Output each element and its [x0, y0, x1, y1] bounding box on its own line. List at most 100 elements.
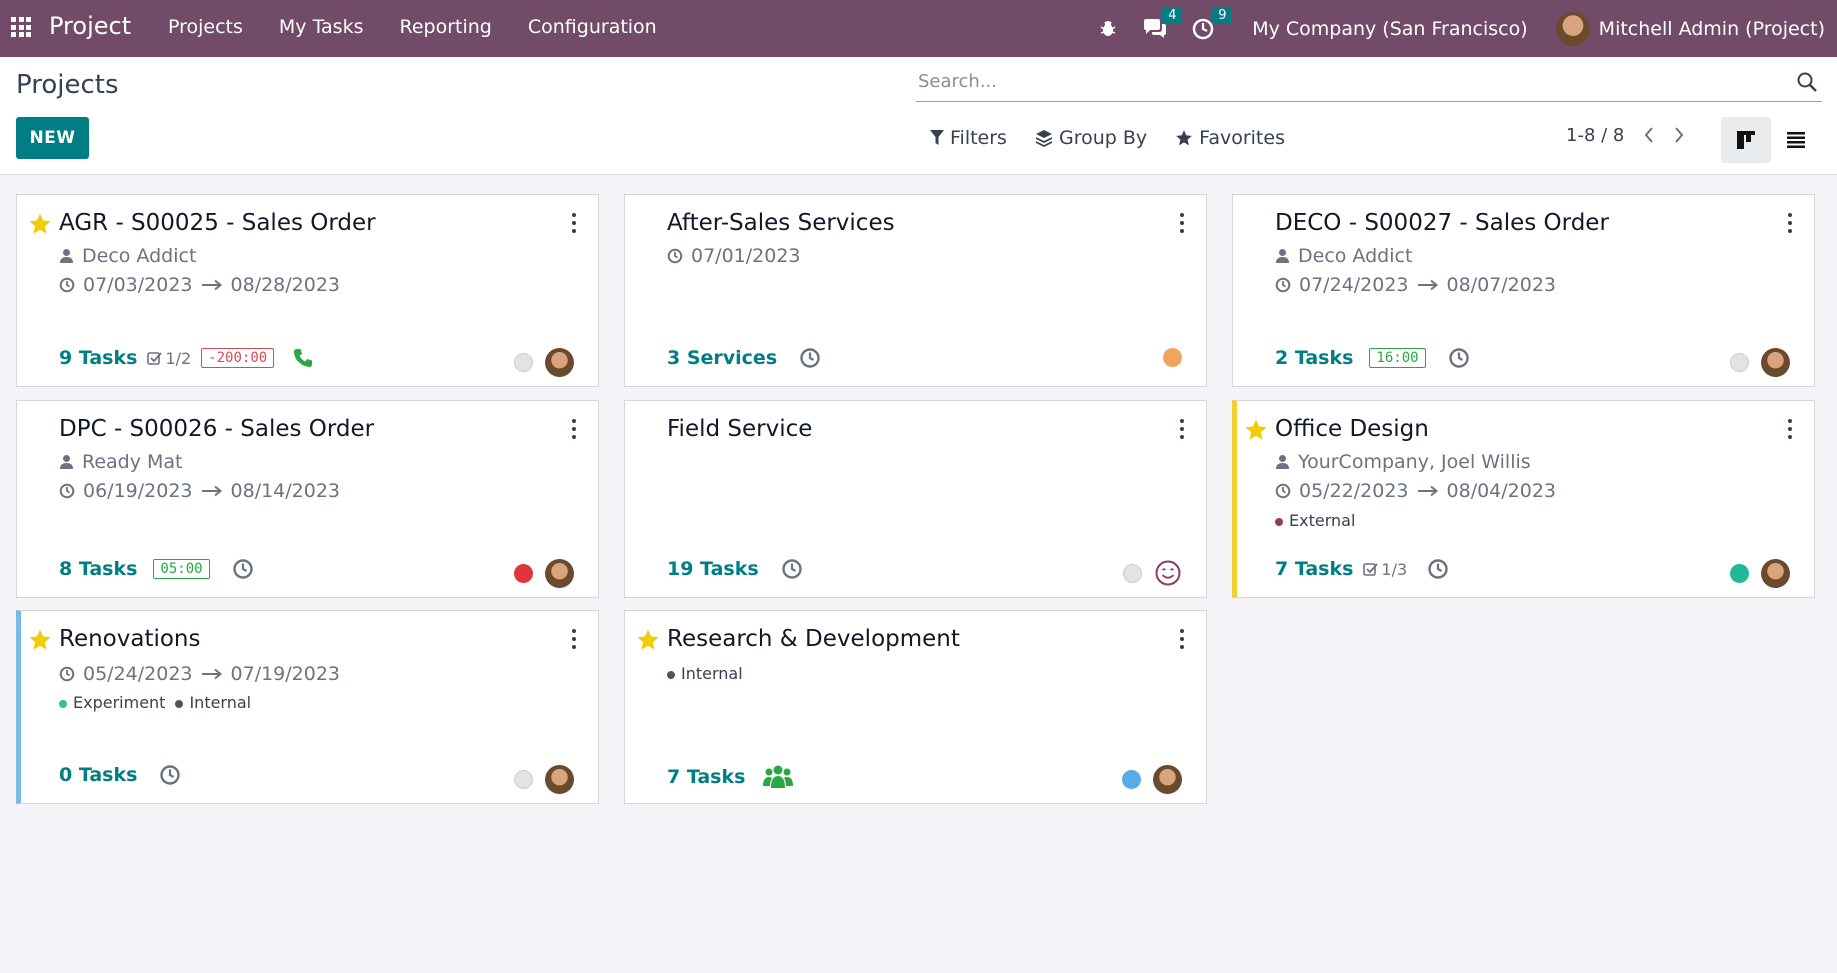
project-card[interactable]: DPC - S00026 - Sales Order Ready Mat 06/… [16, 400, 599, 598]
customer-name: Deco Addict [1298, 245, 1413, 267]
favorite-star-icon[interactable] [28, 212, 52, 236]
menu-reporting[interactable]: Reporting [399, 16, 492, 38]
tasks-link[interactable]: 8 Tasks [59, 558, 138, 580]
status-dot[interactable] [1122, 770, 1141, 789]
activity-clock-icon[interactable] [232, 558, 254, 580]
activity-clock-icon[interactable] [159, 764, 181, 786]
search-icon[interactable] [1796, 71, 1818, 93]
search-input[interactable] [916, 71, 1796, 92]
tasks-link[interactable]: 7 Tasks [667, 766, 746, 788]
manager-avatar[interactable] [1761, 348, 1790, 377]
project-card[interactable]: AGR - S00025 - Sales Order Deco Addict 0… [16, 194, 599, 387]
new-button[interactable]: NEW [16, 117, 89, 159]
filters-button[interactable]: Filters [930, 127, 1007, 149]
favorite-star-icon[interactable] [636, 628, 660, 652]
card-menu-icon[interactable] [570, 629, 578, 649]
messages-badge: 4 [1162, 6, 1183, 24]
date-end: 08/04/2023 [1446, 480, 1557, 502]
project-title: After-Sales Services [667, 210, 895, 236]
project-card[interactable]: DECO - S00027 - Sales Order Deco Addict … [1232, 194, 1815, 387]
status-dot[interactable] [1123, 563, 1142, 583]
card-status [1730, 559, 1790, 588]
status-dot[interactable] [1730, 353, 1749, 372]
activity-clock-icon[interactable] [781, 558, 803, 580]
card-menu-icon[interactable] [1786, 213, 1794, 233]
card-menu-icon[interactable] [1786, 419, 1794, 439]
menu-my-tasks[interactable]: My Tasks [278, 16, 364, 38]
status-dot[interactable] [514, 353, 533, 372]
date-end: 07/19/2023 [230, 663, 341, 685]
allocated-hours-badge: 16:00 [1369, 348, 1426, 368]
clock-icon [667, 248, 683, 264]
bug-icon[interactable] [1098, 17, 1118, 41]
tasks-link[interactable]: 9 Tasks [59, 347, 138, 369]
card-menu-icon[interactable] [1178, 419, 1186, 439]
project-card[interactable]: Research & Development Internal 7 Tasks [624, 610, 1207, 804]
project-dates: 06/19/2023 08/14/2023 [59, 480, 340, 502]
company-switcher[interactable]: My Company (San Francisco) [1252, 17, 1528, 40]
person-icon [60, 249, 73, 263]
person-icon [1276, 455, 1289, 469]
tasks-link[interactable]: 0 Tasks [59, 764, 138, 786]
milestone-count: 1/3 [1381, 559, 1408, 579]
date-end: 08/28/2023 [230, 274, 341, 296]
project-card[interactable]: Field Service 19 Tasks [624, 400, 1207, 598]
status-dot[interactable] [514, 564, 533, 583]
project-customer: Ready Mat [59, 451, 183, 473]
manager-avatar[interactable] [1761, 559, 1790, 588]
kanban-view-icon[interactable] [1721, 117, 1771, 163]
tasks-link[interactable]: 7 Tasks [1275, 558, 1354, 580]
phone-icon[interactable] [292, 347, 314, 369]
activity-clock-icon[interactable] [1427, 558, 1449, 580]
pager-value[interactable]: 1-8 / 8 [1566, 125, 1625, 146]
status-dot[interactable] [1730, 564, 1749, 583]
card-menu-icon[interactable] [1178, 629, 1186, 649]
favorite-star-icon[interactable] [28, 628, 52, 652]
app-title[interactable]: Project [49, 12, 132, 40]
activity-clock-icon[interactable] [799, 347, 821, 369]
favorites-button[interactable]: Favorites [1175, 127, 1285, 149]
arrow-right-icon [1417, 279, 1438, 291]
groupby-button[interactable]: Group By [1035, 127, 1147, 149]
manager-avatar[interactable] [545, 559, 574, 588]
status-dot[interactable] [1163, 348, 1182, 367]
favorite-star-icon[interactable] [1244, 418, 1268, 442]
activities-icon[interactable]: 9 [1192, 6, 1233, 41]
card-status [1123, 559, 1182, 587]
filters-label: Filters [950, 127, 1007, 149]
pager-next-icon[interactable] [1670, 123, 1688, 147]
card-menu-icon[interactable] [1178, 213, 1186, 233]
project-card[interactable]: After-Sales Services 07/01/2023 3 Servic… [624, 194, 1207, 387]
status-dot[interactable] [514, 770, 533, 789]
activity-clock-icon[interactable] [1448, 347, 1470, 369]
tag-internal: Internal [175, 693, 251, 712]
card-footer: 2 Tasks 16:00 [1275, 347, 1470, 369]
list-view-icon[interactable] [1771, 117, 1821, 163]
menu-configuration[interactable]: Configuration [527, 16, 657, 38]
project-card[interactable]: Renovations 05/24/2023 07/19/2023 Experi… [16, 610, 599, 804]
project-card[interactable]: Office Design YourCompany, Joel Willis 0… [1232, 400, 1815, 598]
date-end: 08/07/2023 [1446, 274, 1557, 296]
card-menu-icon[interactable] [570, 213, 578, 233]
user-avatar[interactable] [1555, 11, 1590, 46]
tasks-link[interactable]: 3 Services [667, 347, 778, 369]
manager-avatar[interactable] [545, 348, 574, 377]
tasks-link[interactable]: 19 Tasks [667, 558, 759, 580]
smiley-icon[interactable] [1154, 559, 1182, 587]
top-navbar: Project Projects My Tasks Reporting Conf… [0, 0, 1837, 57]
messages-icon[interactable]: 4 [1142, 6, 1183, 41]
menu-projects[interactable]: Projects [168, 16, 243, 38]
project-title: Field Service [667, 416, 813, 442]
users-icon[interactable] [763, 764, 794, 790]
user-menu[interactable]: Mitchell Admin (Project) [1598, 17, 1825, 40]
card-menu-icon[interactable] [570, 419, 578, 439]
manager-avatar[interactable] [1153, 765, 1182, 794]
card-footer: 8 Tasks 05:00 [59, 558, 254, 580]
apps-grid-icon[interactable] [11, 17, 31, 37]
customer-name: Ready Mat [82, 451, 183, 473]
project-title: AGR - S00025 - Sales Order [59, 210, 376, 236]
pager-prev-icon[interactable] [1640, 123, 1658, 147]
tasks-link[interactable]: 2 Tasks [1275, 347, 1354, 369]
clock-icon [59, 277, 75, 293]
manager-avatar[interactable] [545, 765, 574, 794]
